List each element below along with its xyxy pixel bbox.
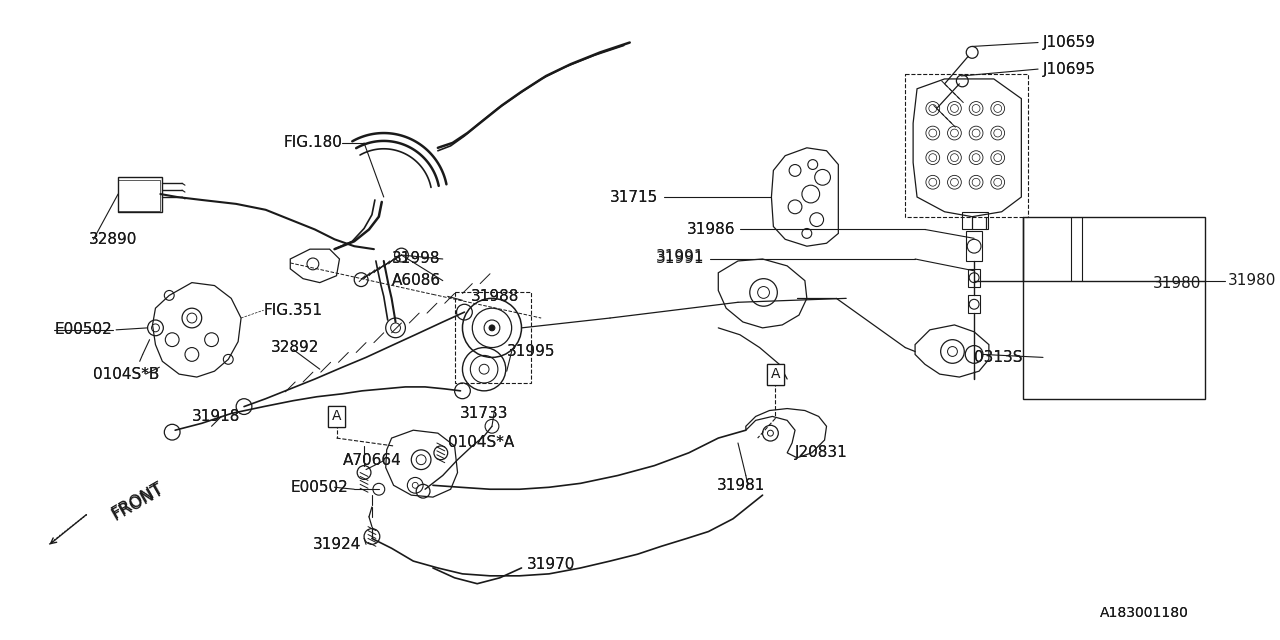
Text: 31991: 31991 xyxy=(655,248,704,264)
Text: A6086: A6086 xyxy=(392,273,440,288)
Text: A70664: A70664 xyxy=(343,453,401,468)
Text: FIG.351: FIG.351 xyxy=(264,303,323,317)
Bar xyxy=(963,212,988,230)
Text: A: A xyxy=(332,410,342,424)
Text: 32892: 32892 xyxy=(270,340,319,355)
Bar xyxy=(118,180,160,211)
Text: FRONT: FRONT xyxy=(109,481,166,525)
Text: 31988: 31988 xyxy=(470,289,518,304)
Text: 0104S*B: 0104S*B xyxy=(93,367,160,381)
Text: J20831: J20831 xyxy=(795,445,847,460)
Text: 32892: 32892 xyxy=(270,340,319,355)
Text: 31981: 31981 xyxy=(717,478,764,493)
Text: A183001180: A183001180 xyxy=(1100,606,1189,620)
Text: J10659: J10659 xyxy=(1043,35,1096,50)
Text: 31924: 31924 xyxy=(312,537,361,552)
Text: 31986: 31986 xyxy=(687,222,735,237)
Text: 32890: 32890 xyxy=(88,232,137,247)
Text: FIG.180: FIG.180 xyxy=(283,136,342,150)
Text: 32890: 32890 xyxy=(88,232,137,247)
Text: A6086: A6086 xyxy=(392,273,440,288)
Text: 31986: 31986 xyxy=(687,222,735,237)
Text: 31995: 31995 xyxy=(507,344,556,359)
Text: 0104S*A: 0104S*A xyxy=(448,435,515,451)
Text: 31998: 31998 xyxy=(392,252,440,266)
Text: 31918: 31918 xyxy=(192,409,241,424)
Text: FIG.351: FIG.351 xyxy=(264,303,323,317)
Text: J20831: J20831 xyxy=(795,445,847,460)
Text: 31715: 31715 xyxy=(611,189,658,205)
Text: 31998: 31998 xyxy=(392,252,440,266)
Text: 31918: 31918 xyxy=(192,409,241,424)
Text: 31995: 31995 xyxy=(507,344,556,359)
Bar xyxy=(118,177,163,212)
Text: 31924: 31924 xyxy=(312,537,361,552)
Text: 31981: 31981 xyxy=(717,478,764,493)
Text: E00502: E00502 xyxy=(54,323,111,337)
Text: 31733: 31733 xyxy=(460,406,508,421)
Text: E00502: E00502 xyxy=(291,480,348,495)
Text: 0313S: 0313S xyxy=(974,350,1023,365)
Bar xyxy=(966,232,982,261)
Text: 31970: 31970 xyxy=(526,557,575,572)
Bar xyxy=(1023,217,1206,399)
Text: 31733: 31733 xyxy=(460,406,508,421)
Text: 0104S*A: 0104S*A xyxy=(448,435,515,451)
Bar xyxy=(968,269,980,287)
Bar xyxy=(968,296,980,313)
Text: 31980: 31980 xyxy=(1153,276,1202,291)
Text: FRONT: FRONT xyxy=(109,479,166,523)
Text: 31970: 31970 xyxy=(526,557,575,572)
Text: J10659: J10659 xyxy=(1043,35,1096,50)
Text: A183001180: A183001180 xyxy=(1100,606,1189,620)
Text: 31715: 31715 xyxy=(611,189,658,205)
Text: 31980: 31980 xyxy=(1228,273,1276,288)
Text: J10695: J10695 xyxy=(1043,61,1096,77)
Text: E00502: E00502 xyxy=(54,323,111,337)
Bar xyxy=(905,74,1028,217)
Text: 0104S*B: 0104S*B xyxy=(93,367,160,381)
Text: 31991: 31991 xyxy=(655,252,704,266)
Text: A: A xyxy=(771,367,780,381)
Circle shape xyxy=(489,325,495,331)
Text: 31988: 31988 xyxy=(470,289,518,304)
Text: E00502: E00502 xyxy=(291,480,348,495)
Text: A70664: A70664 xyxy=(343,453,401,468)
Text: FIG.180: FIG.180 xyxy=(283,136,342,150)
Text: J10695: J10695 xyxy=(1043,61,1096,77)
Text: A: A xyxy=(771,367,780,381)
Text: A: A xyxy=(332,410,342,424)
Bar xyxy=(454,292,531,383)
Text: 0313S: 0313S xyxy=(974,350,1023,365)
